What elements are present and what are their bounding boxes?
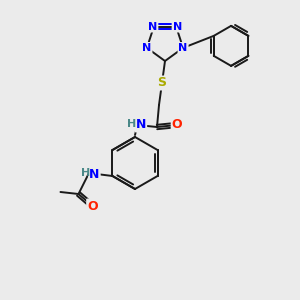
Text: N: N (148, 22, 158, 32)
Text: N: N (136, 118, 146, 131)
Text: N: N (178, 43, 188, 53)
Text: N: N (172, 22, 182, 32)
Text: O: O (87, 200, 98, 212)
Text: H: H (81, 168, 90, 178)
Text: H: H (128, 119, 136, 129)
Text: S: S (158, 76, 166, 89)
Text: N: N (142, 43, 152, 53)
Text: O: O (172, 118, 182, 131)
Text: N: N (89, 167, 100, 181)
